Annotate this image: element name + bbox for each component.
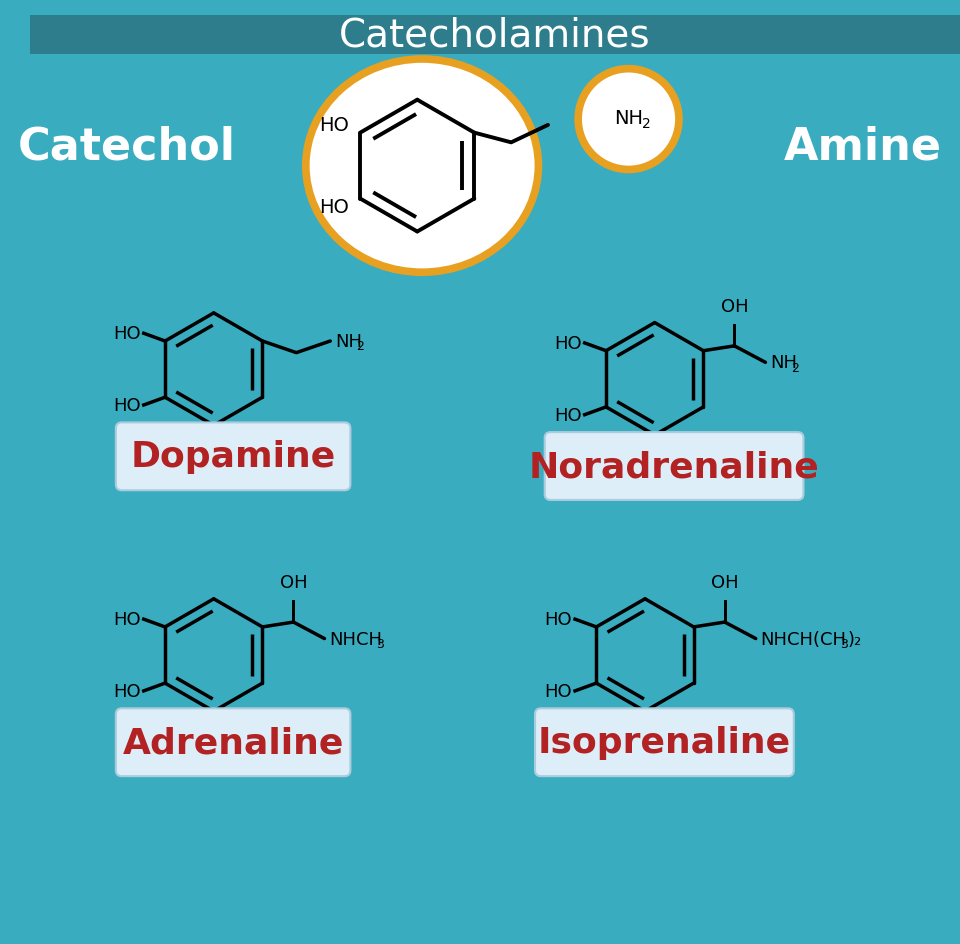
Text: HO: HO (319, 197, 348, 216)
Text: NH: NH (614, 109, 643, 127)
Text: HO: HO (544, 683, 572, 700)
Text: Adrenaline: Adrenaline (123, 726, 344, 759)
Text: OH: OH (279, 573, 307, 592)
Text: HO: HO (113, 396, 141, 414)
Text: HO: HO (113, 683, 141, 700)
Text: Amine: Amine (784, 126, 942, 169)
Text: NH: NH (770, 354, 797, 372)
Ellipse shape (306, 59, 539, 273)
Bar (30, 16, 960, 55)
Text: HO: HO (113, 325, 141, 343)
Text: )₂: )₂ (848, 630, 862, 648)
Text: NH: NH (335, 332, 362, 350)
Text: 2: 2 (356, 340, 364, 353)
FancyBboxPatch shape (535, 709, 794, 776)
FancyBboxPatch shape (116, 423, 350, 491)
Text: Isoprenaline: Isoprenaline (538, 726, 791, 759)
Text: 2: 2 (642, 117, 651, 131)
Text: Catechol: Catechol (17, 126, 235, 169)
Text: 3: 3 (840, 637, 848, 650)
Circle shape (578, 70, 679, 170)
Text: HO: HO (554, 406, 582, 424)
Text: Noradrenaline: Noradrenaline (529, 449, 820, 483)
Text: HO: HO (554, 334, 582, 352)
Text: Dopamine: Dopamine (131, 440, 336, 474)
Text: OH: OH (711, 573, 738, 592)
FancyBboxPatch shape (544, 432, 804, 500)
Text: OH: OH (721, 297, 748, 315)
Text: NHCH(CH: NHCH(CH (760, 630, 847, 648)
Text: HO: HO (319, 116, 348, 135)
Text: 3: 3 (375, 637, 384, 650)
Text: HO: HO (113, 611, 141, 629)
FancyBboxPatch shape (116, 709, 350, 776)
Text: 2: 2 (792, 362, 800, 374)
Text: HO: HO (544, 611, 572, 629)
Text: NHCH: NHCH (329, 630, 382, 648)
Text: Catecholamines: Catecholamines (339, 17, 651, 55)
